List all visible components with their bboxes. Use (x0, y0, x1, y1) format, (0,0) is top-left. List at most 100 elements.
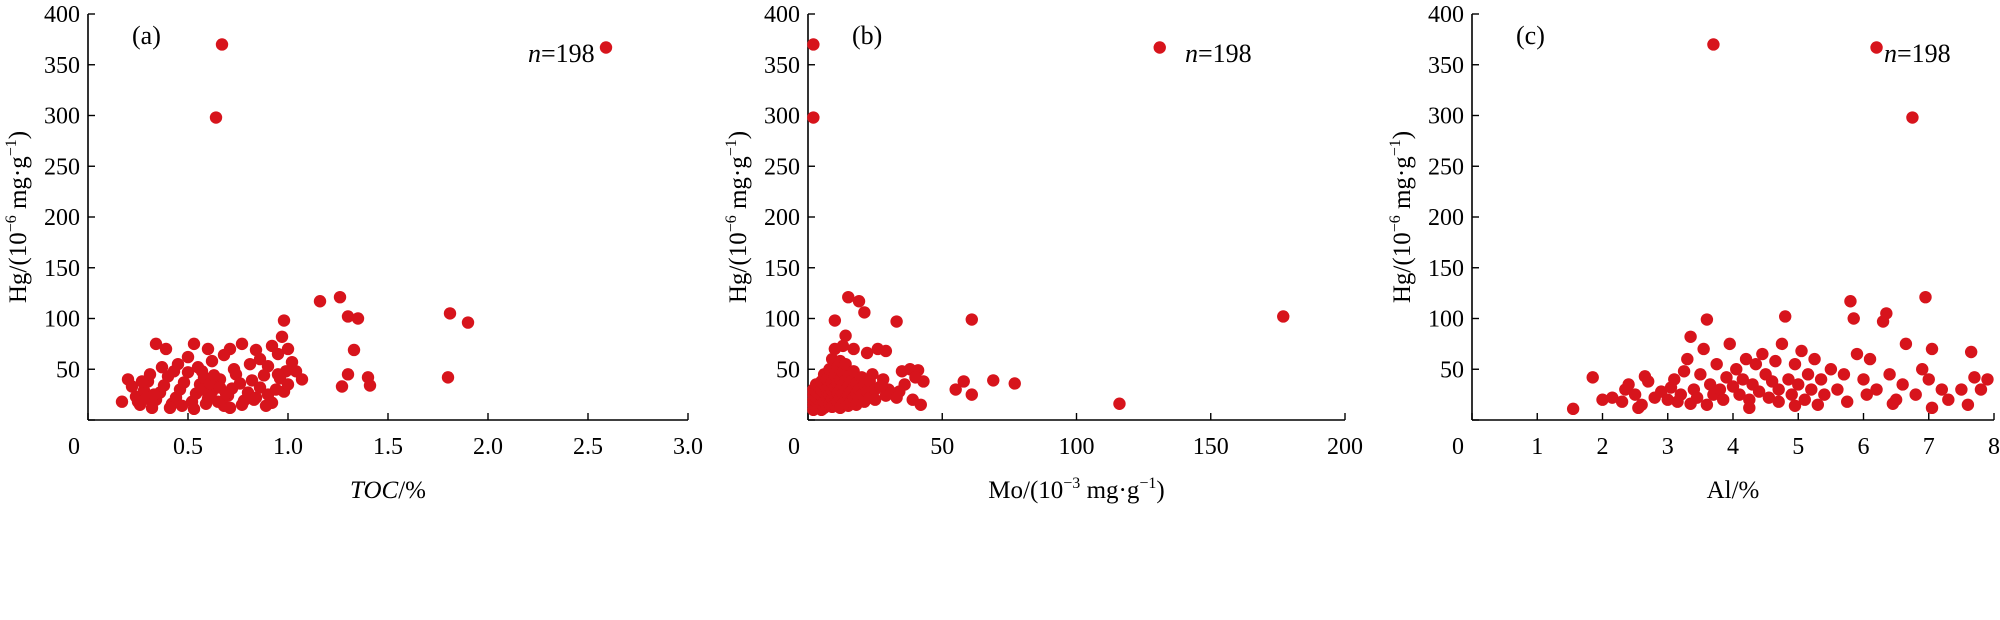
data-point (461, 316, 475, 329)
y-tick-label: 200 (1428, 205, 1464, 231)
data-point (227, 363, 241, 376)
data-point (281, 378, 295, 391)
x-tick-label: 50 (930, 434, 954, 460)
panel-label: (a) (132, 21, 161, 50)
data-point (1919, 290, 1932, 304)
data-point (1717, 393, 1730, 406)
data-point (1772, 383, 1785, 396)
data-point (257, 369, 271, 382)
data-point (181, 350, 195, 364)
data-point (868, 393, 882, 406)
data-point (1008, 377, 1021, 390)
y-tick-label: 350 (1428, 53, 1464, 79)
data-point (1586, 371, 1599, 384)
data-point (879, 344, 893, 358)
x-tick-label: 150 (1193, 434, 1229, 460)
data-point (295, 373, 309, 386)
data-point (1700, 313, 1714, 326)
data-point (135, 375, 149, 388)
data-point (1788, 357, 1802, 371)
data-point (1909, 388, 1922, 401)
data-point (1808, 352, 1821, 366)
data-point (1850, 347, 1864, 361)
data-point (335, 380, 349, 393)
data-point (839, 357, 852, 371)
data-point (1942, 393, 1955, 406)
y-tick-label: 400 (764, 2, 800, 28)
data-point (1961, 398, 1975, 411)
x-tick-label: 3 (1662, 434, 1674, 460)
data-point (890, 391, 903, 404)
data-point (1857, 373, 1870, 386)
data-point (1798, 393, 1811, 406)
data-point (313, 295, 327, 308)
data-point (1739, 352, 1753, 366)
data-point (1844, 295, 1857, 308)
data-point (987, 374, 1000, 387)
data-point (1713, 383, 1727, 396)
y-tick-label: 150 (1428, 256, 1464, 282)
y-tick-label: 350 (44, 53, 80, 79)
data-point (1615, 395, 1629, 408)
data-point (1697, 342, 1710, 356)
data-point (201, 342, 215, 356)
sample-count-annotation: n=198 (1884, 39, 1951, 68)
data-point (1805, 383, 1818, 396)
y-tick-label: 100 (44, 307, 80, 333)
y-tick-label: 250 (44, 154, 80, 180)
y-axis-label: Hg/(10−6 mg·g−1) (1387, 131, 1416, 303)
data-point (1622, 378, 1635, 391)
data-point (1769, 354, 1782, 368)
data-point (277, 314, 291, 327)
data-point (205, 354, 219, 368)
sample-count-annotation: n=198 (528, 39, 595, 68)
data-point (1785, 388, 1798, 401)
data-point (233, 377, 247, 390)
data-point (253, 352, 267, 366)
data-point (807, 38, 820, 51)
x-tick-label: 4 (1727, 434, 1739, 460)
data-point (807, 111, 820, 124)
data-point (1824, 363, 1838, 376)
data-point (1811, 398, 1825, 411)
data-point (209, 111, 223, 124)
x-tick-label: 2 (1597, 434, 1609, 460)
y-tick-label: 250 (1428, 154, 1464, 180)
data-point (909, 371, 922, 384)
data-point (1880, 307, 1893, 320)
x-axis-label: TOC/% (350, 477, 426, 504)
data-point (1870, 41, 1883, 54)
data-point (1955, 383, 1968, 396)
x-tick-label: 100 (1059, 434, 1095, 460)
x-tick-label: 2.5 (573, 434, 603, 460)
data-point (1710, 357, 1723, 371)
data-point (187, 402, 201, 416)
y-tick-label: 150 (44, 256, 80, 282)
data-point (828, 314, 842, 327)
data-point (1700, 398, 1714, 411)
data-point (1779, 310, 1792, 323)
x-tick-label: 5 (1792, 434, 1804, 460)
data-point (147, 388, 161, 401)
data-point (211, 395, 225, 408)
x-tick-label: 0 (68, 434, 80, 460)
data-point (1847, 312, 1860, 325)
panel-2: 50 100 150 200 250 300 350 400 0 50 100 150 200 Mo/(1… (723, 2, 1363, 504)
data-point (1883, 368, 1896, 381)
panel-label: (b) (852, 21, 882, 50)
y-tick-label: 200 (44, 205, 80, 231)
data-point (235, 337, 249, 351)
data-point (167, 365, 181, 378)
data-point (1837, 368, 1851, 381)
data-point (1113, 397, 1126, 410)
data-point (842, 290, 855, 304)
y-tick-label: 200 (764, 205, 800, 231)
data-point (223, 401, 237, 415)
data-point (852, 295, 866, 308)
data-point (175, 399, 189, 412)
data-point (341, 368, 355, 381)
data-point (1801, 368, 1815, 381)
data-point (247, 393, 261, 406)
data-point (1703, 378, 1717, 391)
data-point (599, 41, 613, 54)
